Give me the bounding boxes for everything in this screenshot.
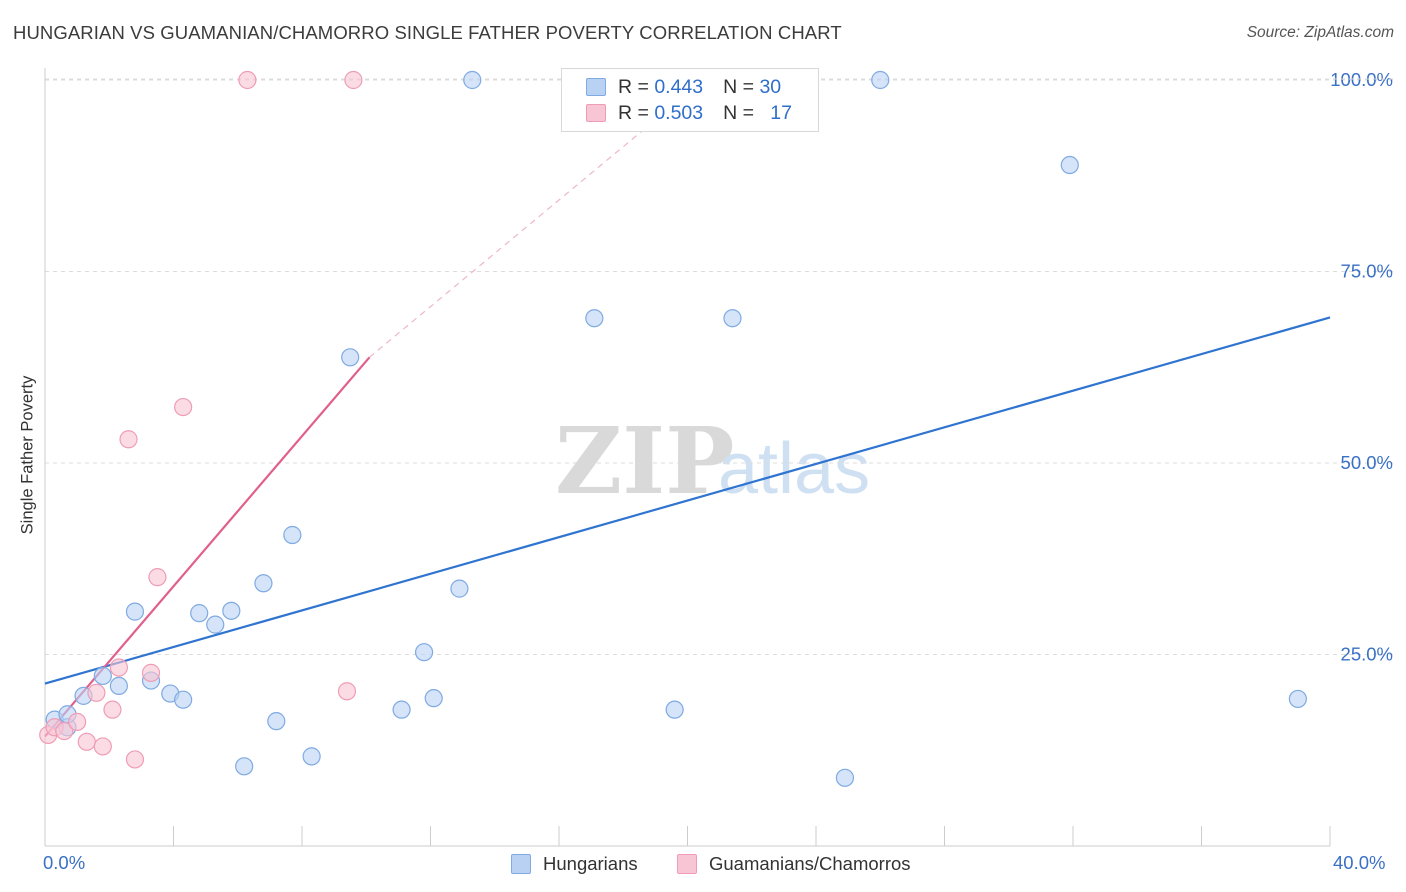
- y-tick-label: 100.0%: [1330, 69, 1393, 90]
- stats-row-guamanians: R = 0.503 N = 17: [586, 101, 792, 125]
- guamanians-swatch: [586, 104, 606, 122]
- r-label: R =: [618, 101, 649, 124]
- hungarians-point: [341, 348, 360, 367]
- hungarians-point: [206, 615, 225, 634]
- guamanians-point: [337, 682, 357, 701]
- guamanians-point: [174, 397, 193, 417]
- y-tick-label: 50.0%: [1341, 452, 1393, 473]
- guamanians-point: [148, 568, 167, 587]
- guamanians-point: [55, 721, 74, 741]
- hungarians-point: [254, 574, 273, 593]
- guamanians-point: [238, 70, 257, 90]
- hungarians-point: [267, 712, 286, 731]
- hungarians-point: [835, 768, 855, 787]
- hungarians-point: [723, 309, 742, 328]
- guamanians-point: [109, 658, 128, 677]
- guamanians-point: [93, 737, 112, 756]
- x-tick-label-max: 40.0%: [1333, 852, 1386, 873]
- r-label: R =: [618, 75, 649, 98]
- stats-legend: R = 0.443 N = 30 R = 0.503 N = 17: [561, 68, 819, 132]
- hungarians-swatch: [586, 78, 606, 96]
- hungarians-point: [235, 757, 254, 776]
- r-value: 0.443: [654, 75, 704, 98]
- hungarians-point: [125, 602, 145, 621]
- legend-swatch-hungarians: [511, 854, 531, 874]
- guamanians-point: [344, 70, 363, 90]
- guamanians-point: [77, 732, 96, 751]
- guamanians-point: [68, 712, 87, 732]
- chart-title: HUNGARIAN VS GUAMANIAN/CHAMORRO SINGLE F…: [13, 22, 842, 43]
- hungarians-point: [585, 309, 604, 328]
- hungarians-point: [1288, 689, 1307, 709]
- n-value: 30: [759, 75, 782, 98]
- hungarians-point: [392, 700, 411, 719]
- hungarians-point: [463, 70, 482, 90]
- y-tick-label: 25.0%: [1341, 644, 1393, 665]
- hungarians-point: [414, 643, 434, 662]
- guamanians-point: [87, 683, 106, 702]
- r-value: 0.503: [654, 101, 704, 124]
- source-label: Source: ZipAtlas.com: [1246, 24, 1394, 41]
- hungarians-point: [190, 604, 209, 623]
- hungarians-point: [93, 666, 112, 686]
- legend-item-guamanians: Guamanians/Chamorros: [677, 851, 911, 877]
- legend-label-hungarians: Hungarians: [543, 853, 638, 874]
- hungarians-point: [871, 70, 890, 90]
- guamanians-point: [119, 430, 138, 449]
- guamanians-point: [103, 700, 122, 719]
- watermark-atlas: atlas: [718, 429, 870, 509]
- hungarians-point: [174, 690, 193, 709]
- stats-row-hungarians: R = 0.443 N = 30: [586, 75, 781, 99]
- watermark-zip: ZIP: [555, 407, 734, 515]
- x-tick-label-min: 0.0%: [43, 852, 86, 873]
- trendline-guamanians: [44, 356, 371, 738]
- hungarians-point: [283, 525, 302, 545]
- legend-item-hungarians: Hungarians: [511, 851, 638, 877]
- n-value: 17: [770, 101, 792, 124]
- hungarians-point: [424, 689, 443, 708]
- guamanians-point: [125, 750, 145, 769]
- hungarians-point: [665, 700, 684, 719]
- hungarians-point: [302, 747, 321, 766]
- legend-swatch-guamanians: [677, 854, 697, 874]
- hungarians-point: [1060, 155, 1079, 175]
- hungarians-point: [450, 579, 469, 598]
- n-label: N =: [723, 75, 755, 98]
- trendline-hungarians: [44, 316, 1331, 685]
- legend-label-guamanians: Guamanians/Chamorros: [709, 853, 911, 874]
- hungarians-point: [222, 601, 241, 620]
- y-tick-label: 75.0%: [1341, 261, 1393, 282]
- n-label: N =: [723, 101, 755, 124]
- hungarians-point: [109, 676, 128, 696]
- guamanians-point: [141, 663, 161, 682]
